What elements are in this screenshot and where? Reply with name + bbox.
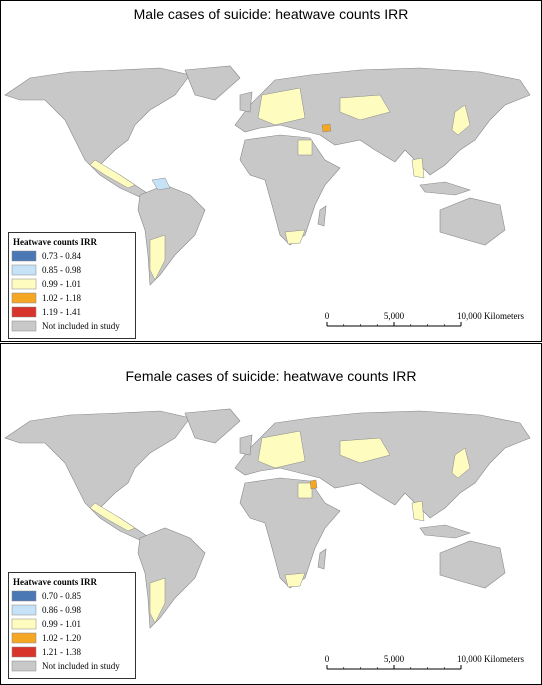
legend-swatch	[11, 618, 37, 630]
legend-label: 1.02 - 1.20	[42, 633, 81, 643]
legend-swatch	[11, 646, 37, 658]
scale-label: 5,000	[384, 654, 405, 664]
legend-label: 1.02 - 1.18	[42, 293, 81, 303]
legend-swatch	[11, 320, 37, 332]
region-highlight	[309, 479, 318, 490]
region-highlight	[151, 177, 171, 191]
legend-label: Not included in study	[42, 661, 120, 671]
legend-swatch	[11, 306, 37, 318]
legend-swatch	[11, 660, 37, 672]
region-highlight	[321, 123, 332, 133]
legend-swatch	[11, 278, 37, 290]
legend-label: 0.99 - 1.01	[42, 279, 81, 289]
legend-label: 0.86 - 0.98	[42, 605, 81, 615]
legend-title: Heatwave counts IRR	[13, 577, 97, 587]
legend-label: 1.19 - 1.41	[42, 307, 81, 317]
legend-label: 0.85 - 0.98	[42, 265, 81, 275]
legend-swatch	[11, 590, 37, 602]
legend-swatch	[11, 604, 37, 616]
scale-label: 10,000 Kilometers	[457, 654, 524, 664]
map-title: Male cases of suicide: heatwave counts I…	[134, 6, 409, 22]
legend-swatch	[11, 632, 37, 644]
map-panel: Female cases of suicide: heatwave counts…	[4, 368, 531, 679]
legend-label: 1.21 - 1.38	[42, 647, 81, 657]
legend-swatch	[11, 292, 37, 304]
scale-label: 0	[325, 654, 330, 664]
scale-label: 10,000 Kilometers	[457, 311, 524, 321]
map-title: Female cases of suicide: heatwave counts…	[125, 368, 416, 384]
legend-swatch	[11, 264, 37, 276]
legend-label: 0.99 - 1.01	[42, 619, 81, 629]
legend-title: Heatwave counts IRR	[13, 237, 97, 247]
scale-label: 5,000	[384, 311, 405, 321]
legend-label: 0.70 - 0.85	[42, 591, 81, 601]
map-panel: Male cases of suicide: heatwave counts I…	[4, 6, 531, 339]
legend-label: 0.73 - 0.84	[42, 251, 81, 261]
legend-swatch	[11, 250, 37, 262]
legend-label: Not included in study	[42, 321, 120, 331]
scale-label: 0	[325, 311, 330, 321]
